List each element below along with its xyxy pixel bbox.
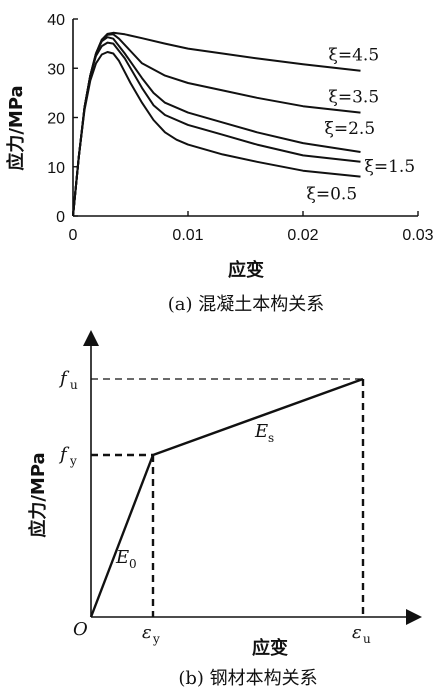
fy-label: f y — [58, 444, 77, 468]
e0-label: E 0 — [115, 547, 137, 571]
svg-text:y: y — [69, 454, 77, 468]
chart-a-xlabel: 应变 — [228, 259, 264, 281]
epsilon-y-label: ε y — [142, 622, 160, 646]
chart-a-x-tick-label: 0.02 — [287, 227, 318, 244]
chart-a-series-labels: ξ=4.5 ξ=3.5 ξ=2.5 ξ=1.5 ξ=0.5 — [307, 46, 416, 205]
chart-a-y-tick-label: 30 — [47, 61, 65, 78]
chart-b-caption: (b) 钢材本构关系 — [178, 668, 317, 689]
chart-a-series — [72, 31, 361, 217]
chart-a-y-tick-label: 0 — [56, 209, 65, 226]
chart-a-x-tick-label: 0.01 — [172, 227, 203, 244]
svg-text:ε: ε — [352, 622, 362, 643]
chart-a-series-line — [72, 51, 361, 217]
chart-a-series-label: ξ=1.5 — [365, 157, 416, 177]
chart-a-x-tick-label: 0 — [69, 227, 78, 244]
chart-a-caption: (a) 混凝土本构关系 — [168, 294, 325, 315]
chart-a-ticks: 0 0.01 0.02 0.03 0 10 20 30 40 — [47, 12, 433, 244]
svg-text:E: E — [254, 421, 268, 442]
chart-b-xlabel: 应变 — [252, 637, 288, 659]
svg-text:u: u — [70, 378, 78, 392]
chart-a-series-label: ξ=2.5 — [325, 119, 376, 139]
chart-a-series-label: ξ=0.5 — [307, 185, 358, 205]
chart-a-series-label: ξ=3.5 — [329, 88, 380, 108]
epsilon-u-label: ε u — [352, 622, 371, 646]
svg-text:f: f — [58, 368, 70, 389]
chart-a-ylabel: 应力/MPa — [5, 85, 27, 170]
chart-b-ylabel: 应力/MPa — [27, 452, 49, 537]
chart-a-y-tick-label: 20 — [47, 111, 65, 128]
chart-a-x-tick-label: 0.03 — [402, 227, 433, 244]
steel-stress-strain-chart: f u f y O ε y ε u E 0 E s 应力/MPa 应变 (b) … — [27, 330, 422, 689]
chart-a-series-label: ξ=4.5 — [329, 46, 380, 66]
origin-label: O — [73, 619, 88, 640]
svg-text:E: E — [115, 547, 129, 568]
fu-label: f u — [58, 368, 78, 392]
svg-text:f: f — [58, 444, 70, 465]
svg-text:ε: ε — [142, 622, 152, 643]
elastic-segment — [89, 454, 155, 618]
chart-a-y-tick-label: 40 — [47, 12, 65, 29]
svg-text:s: s — [268, 431, 274, 445]
svg-text:0: 0 — [129, 557, 137, 571]
svg-text:u: u — [363, 632, 371, 646]
es-label: E s — [254, 421, 274, 445]
svg-text:y: y — [152, 632, 160, 646]
hardening-segment — [152, 377, 364, 457]
chart-a-y-tick-label: 10 — [47, 160, 65, 177]
